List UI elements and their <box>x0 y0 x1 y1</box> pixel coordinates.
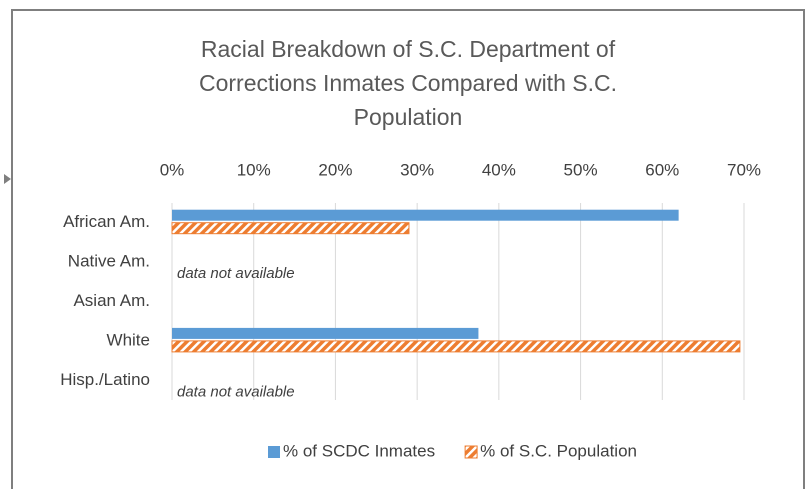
x-tick-label: 70% <box>727 160 761 179</box>
x-tick-label: 0% <box>160 160 185 179</box>
legend-label: % of SCDC Inmates <box>283 441 435 460</box>
bar <box>172 209 679 221</box>
frame <box>11 9 805 489</box>
y-tick-label: Hisp./Latino <box>60 370 150 389</box>
annotation: data not available <box>177 383 295 400</box>
legend-swatch <box>464 445 478 459</box>
y-tick-label: Asian Am. <box>73 291 150 310</box>
y-tick-label: African Am. <box>63 212 150 231</box>
bar <box>171 222 410 235</box>
frame-arrow <box>4 174 11 184</box>
annotation: data not available <box>177 265 295 282</box>
x-tick-label: 40% <box>482 160 516 179</box>
legend-label: % of S.C. Population <box>480 441 637 460</box>
x-tick-label: 50% <box>564 160 598 179</box>
bar <box>172 327 479 339</box>
x-tick-label: 10% <box>237 160 271 179</box>
x-tick-label: 30% <box>400 160 434 179</box>
bar <box>171 340 741 353</box>
y-tick-label: White <box>107 330 150 349</box>
x-tick-label: 60% <box>645 160 679 179</box>
x-tick-label: 20% <box>318 160 352 179</box>
chart-title: Racial Breakdown of S.C. Department of C… <box>199 36 617 130</box>
y-tick-label: Native Am. <box>68 252 150 271</box>
legend-swatch <box>268 446 280 458</box>
